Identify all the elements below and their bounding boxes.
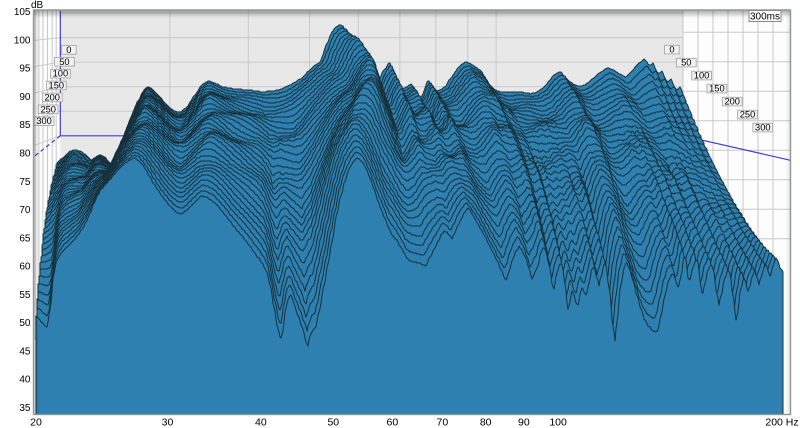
svg-text:200: 200 xyxy=(724,97,740,107)
svg-text:200: 200 xyxy=(44,92,60,102)
svg-text:65: 65 xyxy=(19,233,31,244)
svg-text:90: 90 xyxy=(518,417,530,428)
svg-text:70: 70 xyxy=(437,417,449,428)
svg-text:0: 0 xyxy=(66,45,71,55)
svg-text:80: 80 xyxy=(19,149,31,160)
svg-text:60: 60 xyxy=(387,417,399,428)
svg-text:50: 50 xyxy=(59,57,69,67)
svg-text:40: 40 xyxy=(255,417,267,428)
svg-text:30: 30 xyxy=(162,417,174,428)
svg-text:85: 85 xyxy=(19,120,31,131)
svg-text:dB: dB xyxy=(31,0,44,11)
svg-text:40: 40 xyxy=(19,375,31,386)
svg-text:75: 75 xyxy=(19,177,31,188)
svg-text:300: 300 xyxy=(755,123,771,133)
svg-text:60: 60 xyxy=(19,262,31,273)
svg-text:80: 80 xyxy=(480,417,492,428)
svg-text:50: 50 xyxy=(327,417,339,428)
svg-text:100: 100 xyxy=(53,69,69,79)
svg-text:95: 95 xyxy=(19,64,31,75)
svg-text:70: 70 xyxy=(19,205,31,216)
svg-text:50: 50 xyxy=(681,58,691,68)
svg-text:105: 105 xyxy=(14,7,31,18)
svg-text:150: 150 xyxy=(49,81,65,91)
svg-text:20: 20 xyxy=(30,417,42,428)
svg-text:100: 100 xyxy=(549,417,567,428)
svg-text:90: 90 xyxy=(19,92,31,103)
svg-text:300ms: 300ms xyxy=(750,12,780,23)
svg-text:35: 35 xyxy=(19,403,31,414)
svg-text:200 Hz: 200 Hz xyxy=(765,417,798,428)
svg-text:50: 50 xyxy=(19,318,31,329)
svg-text:55: 55 xyxy=(19,290,31,301)
svg-text:45: 45 xyxy=(19,346,31,357)
svg-text:0: 0 xyxy=(669,45,674,55)
svg-text:100: 100 xyxy=(14,36,31,47)
svg-text:300: 300 xyxy=(36,116,52,126)
svg-text:100: 100 xyxy=(694,71,710,81)
svg-text:150: 150 xyxy=(709,84,725,94)
svg-text:250: 250 xyxy=(740,110,756,120)
svg-text:250: 250 xyxy=(40,104,56,114)
